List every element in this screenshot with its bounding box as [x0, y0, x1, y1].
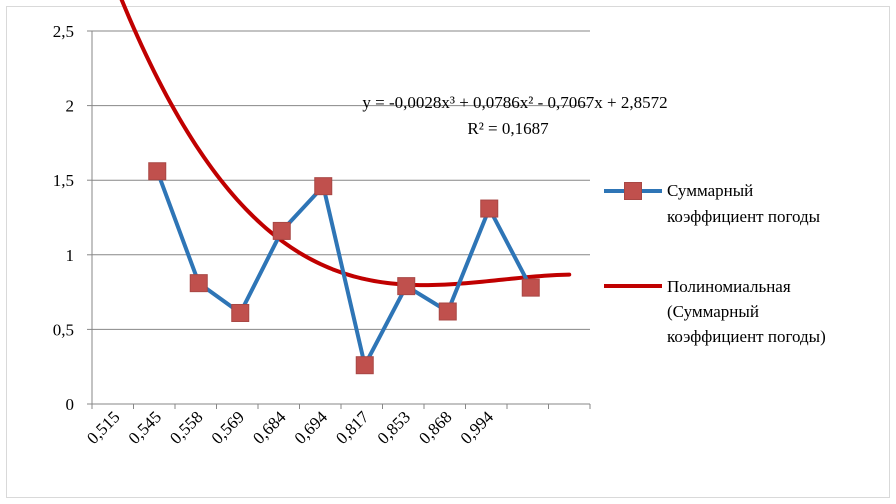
chart-frame: [6, 6, 890, 498]
x-tick-labels: 0,515 0,545 0,558 0,569 0,684 0,694 0,817 0,853…: [83, 407, 497, 448]
x-tick-label: 0,868: [415, 407, 455, 447]
series-line: [155, 170, 533, 368]
y-tick-label: 0,5: [53, 320, 74, 339]
x-tick-label: 0,817: [332, 407, 373, 448]
legend: Суммарный коэффициент погоды Полиномиальна…: [604, 181, 826, 346]
data-point-marker: [480, 199, 499, 218]
legend-series-label: коэффициент погоды: [667, 207, 821, 226]
y-tick-label: 1,5: [53, 171, 74, 190]
x-tick-label: 0,994: [457, 407, 498, 448]
data-point-marker: [438, 302, 457, 321]
x-tick-label: 0,853: [374, 407, 414, 447]
grid-lines: [92, 30, 590, 330]
x-tick-label: 0,684: [249, 407, 290, 448]
data-point-marker: [314, 177, 333, 196]
trendline: [119, 0, 572, 288]
legend-trend-label: коэффициент погоды): [667, 327, 826, 346]
axes: [87, 30, 591, 409]
x-tick-label: 0,515: [83, 407, 123, 447]
legend-trend-label: (Суммарный: [667, 302, 759, 321]
trendline-equation: y = -0,0028x³ + 0,0786x² - 0,7067x + 2,8…: [362, 93, 667, 138]
r-squared-label: R² = 0,1687: [467, 119, 549, 138]
data-point-marker: [397, 277, 416, 296]
x-tick-label: 0,545: [125, 407, 165, 447]
data-point-marker: [148, 162, 167, 181]
y-tick-label: 2,5: [53, 22, 74, 41]
data-point-marker: [189, 274, 208, 293]
equation-label: y = -0,0028x³ + 0,0786x² - 0,7067x + 2,8…: [362, 93, 667, 112]
x-tick-label: 0,569: [208, 407, 248, 447]
legend-series-label: Суммарный: [667, 181, 753, 200]
y-tick-label: 2: [66, 97, 75, 116]
data-point-marker: [355, 356, 374, 375]
trendline-curve: [119, 0, 572, 288]
data-point-marker: [272, 221, 291, 240]
y-tick-label: 1: [66, 246, 75, 265]
y-tick-labels: 0 0,5 1 1,5 2 2,5: [53, 22, 74, 414]
x-tick-label: 0,558: [166, 407, 206, 447]
data-point-marker: [521, 278, 540, 297]
x-tick-label: 0,694: [291, 407, 332, 448]
data-point-marker: [231, 303, 250, 322]
y-tick-label: 0: [66, 395, 75, 414]
legend-series-marker: [624, 182, 642, 200]
series: [148, 162, 540, 375]
legend-trend-label: Полиномиальная: [667, 277, 791, 296]
